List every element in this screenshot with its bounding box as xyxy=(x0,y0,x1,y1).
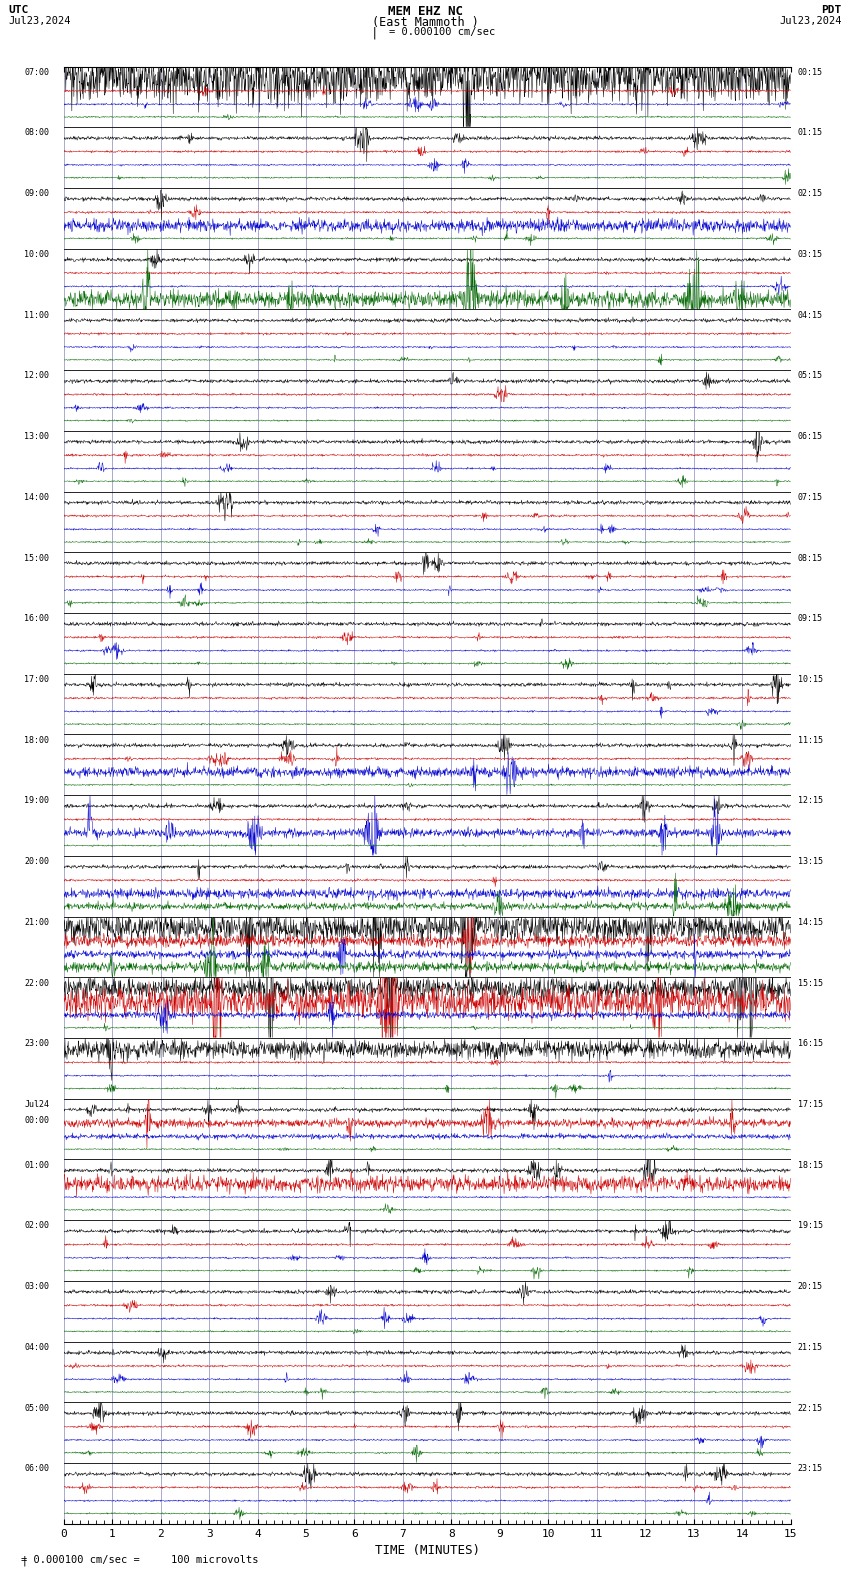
Text: 01:00: 01:00 xyxy=(24,1161,49,1169)
Text: 21:00: 21:00 xyxy=(24,917,49,927)
Text: 08:00: 08:00 xyxy=(24,128,49,138)
Text: 15:15: 15:15 xyxy=(798,979,823,987)
Text: 17:15: 17:15 xyxy=(798,1099,823,1109)
Text: 07:15: 07:15 xyxy=(798,493,823,502)
Text: 20:00: 20:00 xyxy=(24,857,49,866)
Text: 04:15: 04:15 xyxy=(798,310,823,320)
Text: 14:15: 14:15 xyxy=(798,917,823,927)
Text: 16:15: 16:15 xyxy=(798,1039,823,1049)
Text: 08:15: 08:15 xyxy=(798,553,823,562)
Text: 12:00: 12:00 xyxy=(24,371,49,380)
Text: 12:15: 12:15 xyxy=(798,797,823,805)
Text: PDT: PDT xyxy=(821,5,842,14)
Text: 22:00: 22:00 xyxy=(24,979,49,987)
Text: 16:00: 16:00 xyxy=(24,615,49,623)
Text: |: | xyxy=(371,27,377,40)
Text: = 0.000100 cm/sec: = 0.000100 cm/sec xyxy=(389,27,496,36)
Text: 20:15: 20:15 xyxy=(798,1281,823,1291)
Text: 19:00: 19:00 xyxy=(24,797,49,805)
Text: Jul23,2024: Jul23,2024 xyxy=(779,16,842,25)
Text: 06:00: 06:00 xyxy=(24,1464,49,1473)
Text: 10:15: 10:15 xyxy=(798,675,823,684)
Text: 03:15: 03:15 xyxy=(798,250,823,258)
Text: 09:00: 09:00 xyxy=(24,188,49,198)
Text: 02:15: 02:15 xyxy=(798,188,823,198)
Text: MEM EHZ NC: MEM EHZ NC xyxy=(388,5,462,17)
Text: 13:15: 13:15 xyxy=(798,857,823,866)
Text: 03:00: 03:00 xyxy=(24,1281,49,1291)
Text: 23:15: 23:15 xyxy=(798,1464,823,1473)
Text: 04:00: 04:00 xyxy=(24,1343,49,1351)
Text: Jul23,2024: Jul23,2024 xyxy=(8,16,71,25)
Text: 22:15: 22:15 xyxy=(798,1403,823,1413)
Text: 10:00: 10:00 xyxy=(24,250,49,258)
Text: |: | xyxy=(8,1555,29,1567)
Text: 18:15: 18:15 xyxy=(798,1161,823,1169)
Text: 18:00: 18:00 xyxy=(24,735,49,744)
Text: 14:00: 14:00 xyxy=(24,493,49,502)
Text: 05:15: 05:15 xyxy=(798,371,823,380)
Text: 09:15: 09:15 xyxy=(798,615,823,623)
Text: 00:00: 00:00 xyxy=(24,1115,49,1125)
Text: 11:00: 11:00 xyxy=(24,310,49,320)
Text: 05:00: 05:00 xyxy=(24,1403,49,1413)
Text: 21:15: 21:15 xyxy=(798,1343,823,1351)
Text: 01:15: 01:15 xyxy=(798,128,823,138)
Text: (East Mammoth ): (East Mammoth ) xyxy=(371,16,479,29)
Text: 23:00: 23:00 xyxy=(24,1039,49,1049)
Text: 13:00: 13:00 xyxy=(24,432,49,440)
Text: 02:00: 02:00 xyxy=(24,1221,49,1231)
Text: = 0.000100 cm/sec =     100 microvolts: = 0.000100 cm/sec = 100 microvolts xyxy=(21,1555,258,1565)
X-axis label: TIME (MINUTES): TIME (MINUTES) xyxy=(375,1544,479,1557)
Text: 15:00: 15:00 xyxy=(24,553,49,562)
Text: 07:00: 07:00 xyxy=(24,68,49,76)
Text: 19:15: 19:15 xyxy=(798,1221,823,1231)
Text: Jul24: Jul24 xyxy=(24,1099,49,1109)
Text: 00:15: 00:15 xyxy=(798,68,823,76)
Text: 11:15: 11:15 xyxy=(798,735,823,744)
Text: 06:15: 06:15 xyxy=(798,432,823,440)
Text: UTC: UTC xyxy=(8,5,29,14)
Text: 17:00: 17:00 xyxy=(24,675,49,684)
